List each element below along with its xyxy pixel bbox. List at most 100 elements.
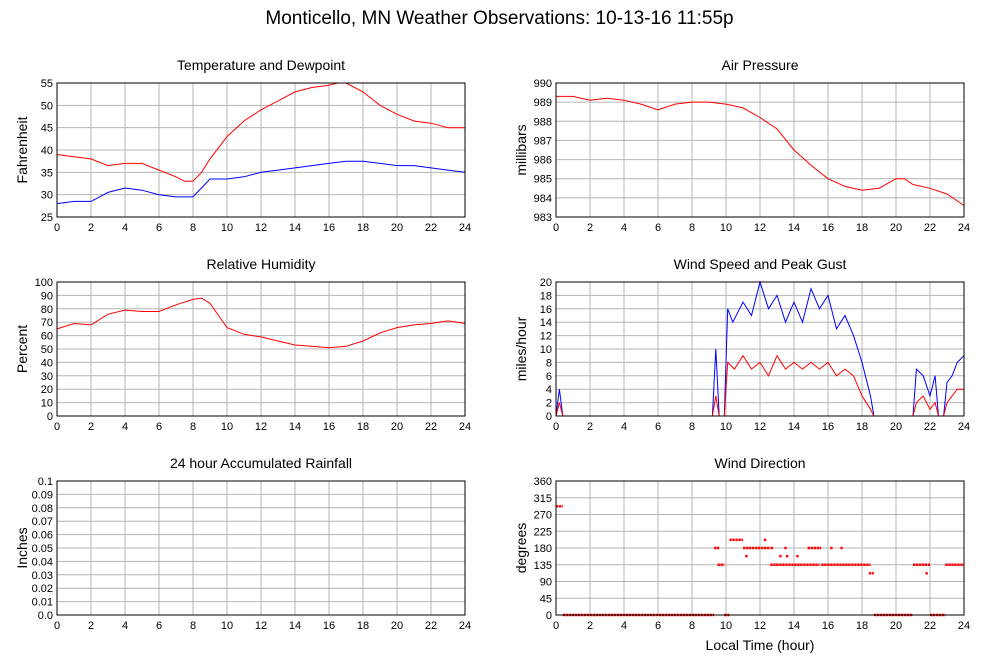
y-tick-label: 0.05 bbox=[32, 543, 53, 555]
x-tick-label: 8 bbox=[190, 222, 196, 234]
x-tick-label: 20 bbox=[391, 222, 403, 234]
page-title: Monticello, MN Weather Observations: 10-… bbox=[265, 8, 734, 29]
x-tick-label: 14 bbox=[788, 421, 800, 433]
y-tick-label: 100 bbox=[35, 277, 53, 289]
series-line-0 bbox=[556, 95, 965, 206]
x-tick-label: 0 bbox=[54, 620, 60, 632]
x-tick-label: 6 bbox=[156, 421, 162, 433]
y-tick-label: 0.08 bbox=[32, 503, 53, 515]
data-point bbox=[840, 546, 843, 550]
x-tick-label: 18 bbox=[856, 222, 868, 234]
series-line-1 bbox=[56, 160, 466, 205]
data-point bbox=[763, 538, 767, 542]
chart-direction: 0 2 4 6 8 10 12 14 16 18 20 22 240459013518022527031… bbox=[513, 455, 970, 653]
x-tick-label: 22 bbox=[425, 421, 437, 433]
data-point bbox=[830, 546, 833, 550]
x-tick-label: 0 bbox=[553, 620, 559, 632]
y-tick-label: 70 bbox=[41, 317, 53, 329]
x-tick-label: 10 bbox=[720, 222, 732, 234]
y-tick-label: 50 bbox=[41, 344, 53, 356]
y-axis-label: Fahrenheit bbox=[14, 116, 30, 183]
x-tick-label: 8 bbox=[689, 222, 695, 234]
x-tick-label: 10 bbox=[720, 421, 732, 433]
chart-title: Relative Humidity bbox=[207, 256, 316, 272]
data-point bbox=[779, 554, 782, 558]
y-tick-label: 90 bbox=[41, 290, 53, 302]
x-tick-label: 0 bbox=[54, 421, 60, 433]
y-tick-label: 180 bbox=[534, 543, 552, 555]
x-tick-label: 24 bbox=[459, 421, 471, 433]
x-tick-label: 16 bbox=[822, 222, 834, 234]
x-tick-label: 20 bbox=[890, 222, 902, 234]
y-tick-label: 25 bbox=[41, 212, 53, 224]
axes-frame bbox=[56, 281, 466, 417]
data-point bbox=[784, 546, 787, 550]
y-tick-label: 0.03 bbox=[32, 570, 53, 582]
x-tick-label: 10 bbox=[221, 222, 233, 234]
chart-title: Air Pressure bbox=[721, 57, 798, 73]
y-tick-label: 135 bbox=[534, 560, 552, 572]
x-tick-label: 22 bbox=[425, 222, 437, 234]
x-tick-label: 2 bbox=[88, 421, 94, 433]
y-tick-label: 2 bbox=[546, 398, 552, 410]
chart-rain: 0 2 4 6 8 10 12 14 16 18 20 22 240.00.010.020.030.04… bbox=[14, 455, 471, 632]
y-tick-label: 6 bbox=[546, 371, 552, 383]
y-tick-label: 18 bbox=[540, 290, 552, 302]
x-tick-label: 12 bbox=[754, 421, 766, 433]
x-tick-label: 14 bbox=[289, 620, 301, 632]
data-point bbox=[925, 572, 928, 575]
y-tick-label: 55 bbox=[41, 78, 53, 90]
chart-humidity: 0 2 4 6 8 10 12 14 16 18 20 22 240102030405060708090… bbox=[14, 256, 471, 433]
axes-frame bbox=[56, 82, 466, 218]
x-tick-label: 24 bbox=[958, 421, 970, 433]
y-tick-label: 0 bbox=[546, 411, 552, 423]
chart-title: Wind Speed and Peak Gust bbox=[674, 256, 847, 272]
y-tick-label: 8 bbox=[546, 357, 552, 369]
chart-temp: 0 2 4 6 8 10 12 14 16 18 20 22 2425303540455055Tempe… bbox=[14, 57, 471, 234]
series-line-0 bbox=[56, 297, 466, 349]
x-axis-label: Local Time (hour) bbox=[706, 637, 815, 653]
x-tick-label: 16 bbox=[822, 620, 834, 632]
x-tick-label: 24 bbox=[459, 222, 471, 234]
x-tick-label: 12 bbox=[255, 421, 267, 433]
y-tick-label: 20 bbox=[540, 277, 552, 289]
y-tick-label: 45 bbox=[41, 123, 53, 135]
axes-frame bbox=[555, 281, 965, 417]
y-tick-label: 315 bbox=[534, 493, 552, 505]
y-tick-label: 0 bbox=[546, 610, 552, 622]
y-tick-label: 984 bbox=[534, 193, 552, 205]
y-axis-label: Percent bbox=[14, 325, 30, 373]
x-tick-label: 18 bbox=[856, 620, 868, 632]
y-tick-label: 45 bbox=[540, 593, 552, 605]
chart-title: Temperature and Dewpoint bbox=[177, 57, 345, 73]
x-tick-label: 6 bbox=[655, 222, 661, 234]
x-tick-label: 20 bbox=[391, 620, 403, 632]
x-tick-label: 16 bbox=[323, 222, 335, 234]
x-tick-label: 8 bbox=[689, 421, 695, 433]
y-tick-label: 0.06 bbox=[32, 530, 53, 542]
y-tick-label: 989 bbox=[534, 97, 552, 109]
y-tick-label: 225 bbox=[534, 526, 552, 538]
y-tick-label: 14 bbox=[540, 317, 552, 329]
x-tick-label: 14 bbox=[289, 421, 301, 433]
x-tick-label: 20 bbox=[890, 421, 902, 433]
x-tick-label: 14 bbox=[788, 222, 800, 234]
y-tick-label: 0 bbox=[47, 411, 53, 423]
y-tick-label: 35 bbox=[41, 167, 53, 179]
y-tick-label: 12 bbox=[540, 331, 552, 343]
axes-frame bbox=[555, 480, 965, 616]
x-tick-label: 10 bbox=[221, 421, 233, 433]
data-point bbox=[770, 546, 774, 550]
y-tick-label: 360 bbox=[534, 476, 552, 488]
chart-title: Wind Direction bbox=[714, 455, 805, 471]
x-tick-label: 16 bbox=[822, 421, 834, 433]
x-tick-label: 8 bbox=[689, 620, 695, 632]
x-tick-label: 22 bbox=[425, 620, 437, 632]
data-point bbox=[745, 554, 748, 558]
x-tick-label: 22 bbox=[924, 421, 936, 433]
x-tick-label: 12 bbox=[754, 222, 766, 234]
x-tick-label: 24 bbox=[958, 620, 970, 632]
x-tick-label: 4 bbox=[122, 222, 128, 234]
y-tick-label: 60 bbox=[41, 331, 53, 343]
